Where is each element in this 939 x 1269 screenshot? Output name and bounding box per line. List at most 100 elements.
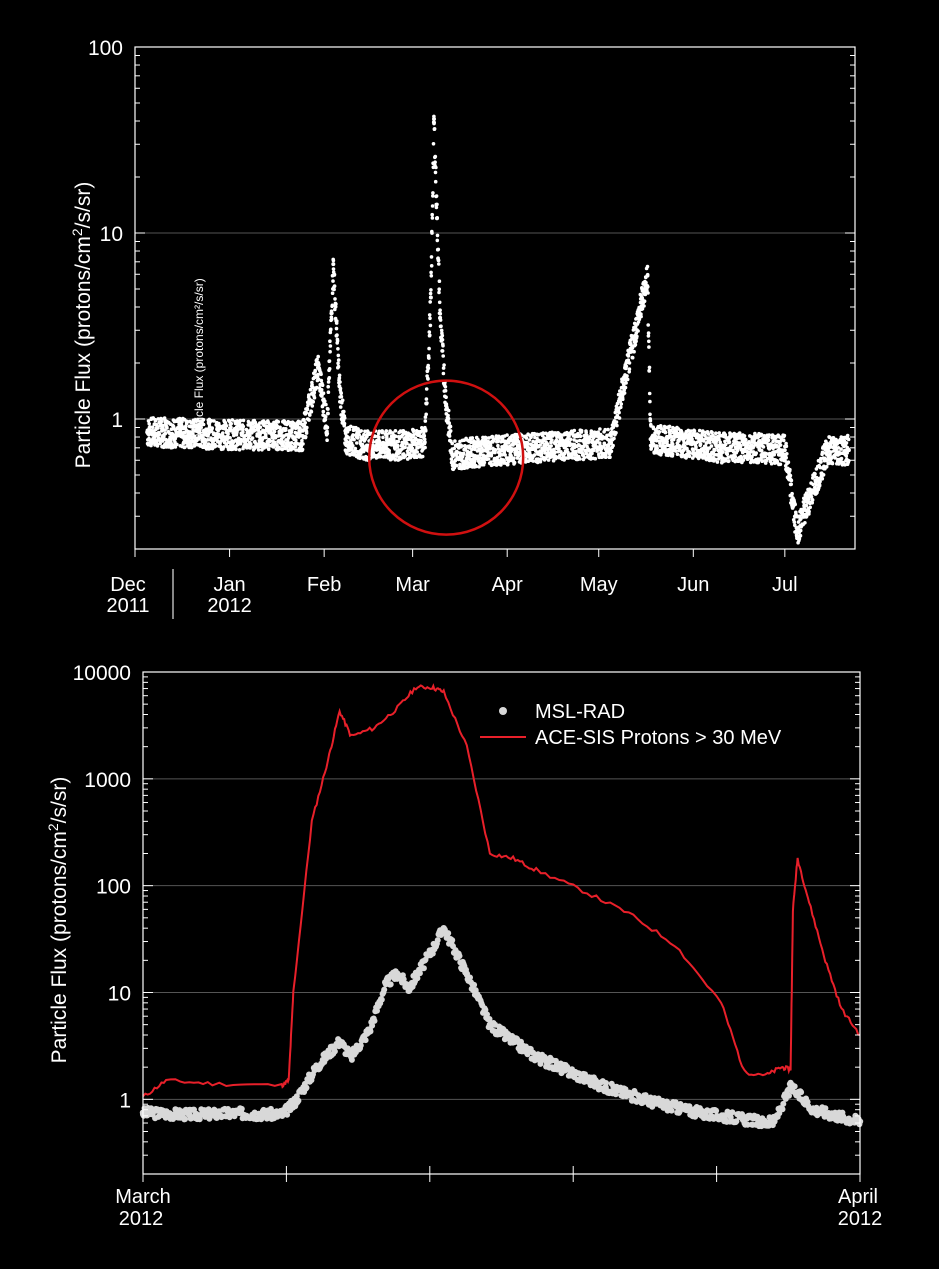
top-data-point	[206, 438, 210, 442]
top-data-point	[159, 420, 164, 424]
top-data-point	[264, 432, 268, 437]
top-data-point	[319, 378, 324, 383]
top-data-point	[294, 448, 298, 452]
legend-ace-sis-label: ACE-SIS Protons > 30 MeV	[535, 727, 782, 749]
msl-rad-point	[648, 1098, 655, 1105]
msl-rad-point	[186, 1111, 193, 1118]
msl-rad-point	[394, 970, 401, 977]
msl-rad-point	[428, 946, 436, 954]
msl-rad-point	[471, 981, 478, 988]
msl-rad-point	[278, 1111, 285, 1118]
top-data-point	[171, 432, 175, 437]
bottom-y-tick-label: 1	[119, 1089, 131, 1112]
top-data-point	[266, 447, 271, 452]
bottom-y-tick-label: 10	[108, 982, 131, 1005]
msl-rad-point	[313, 1064, 320, 1071]
top-data-point	[228, 436, 232, 440]
msl-rad-point	[381, 986, 388, 993]
bottom-y-tick-label: 10000	[73, 662, 131, 685]
top-data-point	[307, 418, 311, 422]
msl-rad-point	[445, 930, 452, 937]
top-data-point	[212, 431, 216, 436]
top-data-point	[301, 442, 305, 446]
top-data-point	[224, 424, 229, 428]
top-data-point	[303, 421, 308, 425]
top-data-point	[161, 437, 166, 442]
top-data-point	[184, 424, 188, 429]
top-data-point	[255, 432, 259, 436]
bottom-y-axis-label-main: Particle Flux (protons/cm	[48, 831, 71, 1063]
top-data-point	[250, 436, 255, 440]
bottom-y-tick-label: 100	[96, 876, 131, 899]
top-data-point	[155, 438, 159, 443]
top-data-point	[241, 418, 246, 423]
msl-rad-point	[290, 1101, 297, 1108]
top-data-point	[153, 419, 158, 423]
top-data-point	[304, 410, 309, 415]
top-data-point	[293, 444, 298, 449]
bottom-x-tick-month: March	[115, 1186, 171, 1208]
msl-rad-point	[798, 1089, 805, 1096]
top-data-point	[316, 354, 321, 359]
top-data-points	[145, 114, 851, 545]
msl-rad-point	[295, 1097, 302, 1104]
msl-rad-point	[509, 1038, 517, 1045]
top-data-point	[256, 448, 261, 452]
bottom-y-axis-label: Particle Flux (protons/cm2/s/sr)	[45, 777, 71, 1064]
top-data-point	[276, 420, 281, 424]
top-data-point	[284, 427, 288, 431]
top-data-point	[203, 440, 208, 445]
top-data-point	[289, 441, 294, 445]
top-data-point	[237, 448, 242, 452]
top-data-point	[157, 432, 162, 437]
bottom-x-tick-month: April	[838, 1186, 878, 1208]
top-data-point	[236, 427, 240, 432]
bottom-x-tick-year: 2012	[838, 1208, 883, 1230]
top-data-point	[304, 431, 309, 435]
msl-rad-point	[556, 1064, 563, 1071]
legend: MSL-RAD ACE-SIS Protons > 30 MeV	[480, 701, 782, 749]
top-data-point	[298, 426, 302, 430]
msl-rad-point	[741, 1116, 748, 1123]
top-data-point	[210, 426, 214, 430]
top-data-point	[305, 425, 309, 430]
msl-rad-point	[602, 1084, 609, 1091]
top-data-point	[161, 423, 165, 428]
msl-rad-point	[463, 970, 470, 977]
top-data-point	[165, 426, 169, 430]
msl-rad-point	[764, 1119, 771, 1127]
msl-rad-point	[713, 1107, 720, 1114]
top-data-point	[229, 421, 233, 426]
top-data-point	[319, 388, 324, 392]
top-data-point	[150, 425, 155, 430]
top-data-point	[297, 435, 301, 439]
top-data-point	[319, 372, 323, 377]
top-data-point	[213, 444, 218, 448]
top-data-point	[148, 425, 152, 429]
msl-rad-point	[434, 937, 441, 944]
top-data-point	[238, 418, 243, 423]
top-data-point	[198, 428, 202, 433]
top-data-point	[313, 368, 318, 373]
top-data-point	[235, 430, 239, 435]
top-data-point	[294, 438, 298, 443]
msl-rad-point	[533, 1053, 540, 1061]
top-data-point	[241, 424, 246, 429]
top-data-point	[278, 425, 282, 430]
top-data-point	[308, 413, 312, 417]
bottom-x-tick-year: 2012	[119, 1208, 164, 1230]
top-data-point	[222, 445, 226, 449]
top-data-point	[312, 390, 317, 395]
top-data-point	[315, 357, 319, 362]
top-data-point	[189, 442, 193, 447]
msl-rad-point	[668, 1107, 675, 1114]
bottom-y-axis-label-rest: /s/sr)	[48, 777, 71, 824]
top-data-point	[226, 432, 230, 436]
msl-rad-point	[331, 1048, 338, 1055]
top-data-point	[229, 425, 233, 430]
top-data-point	[264, 435, 268, 440]
top-data-point	[240, 439, 244, 443]
